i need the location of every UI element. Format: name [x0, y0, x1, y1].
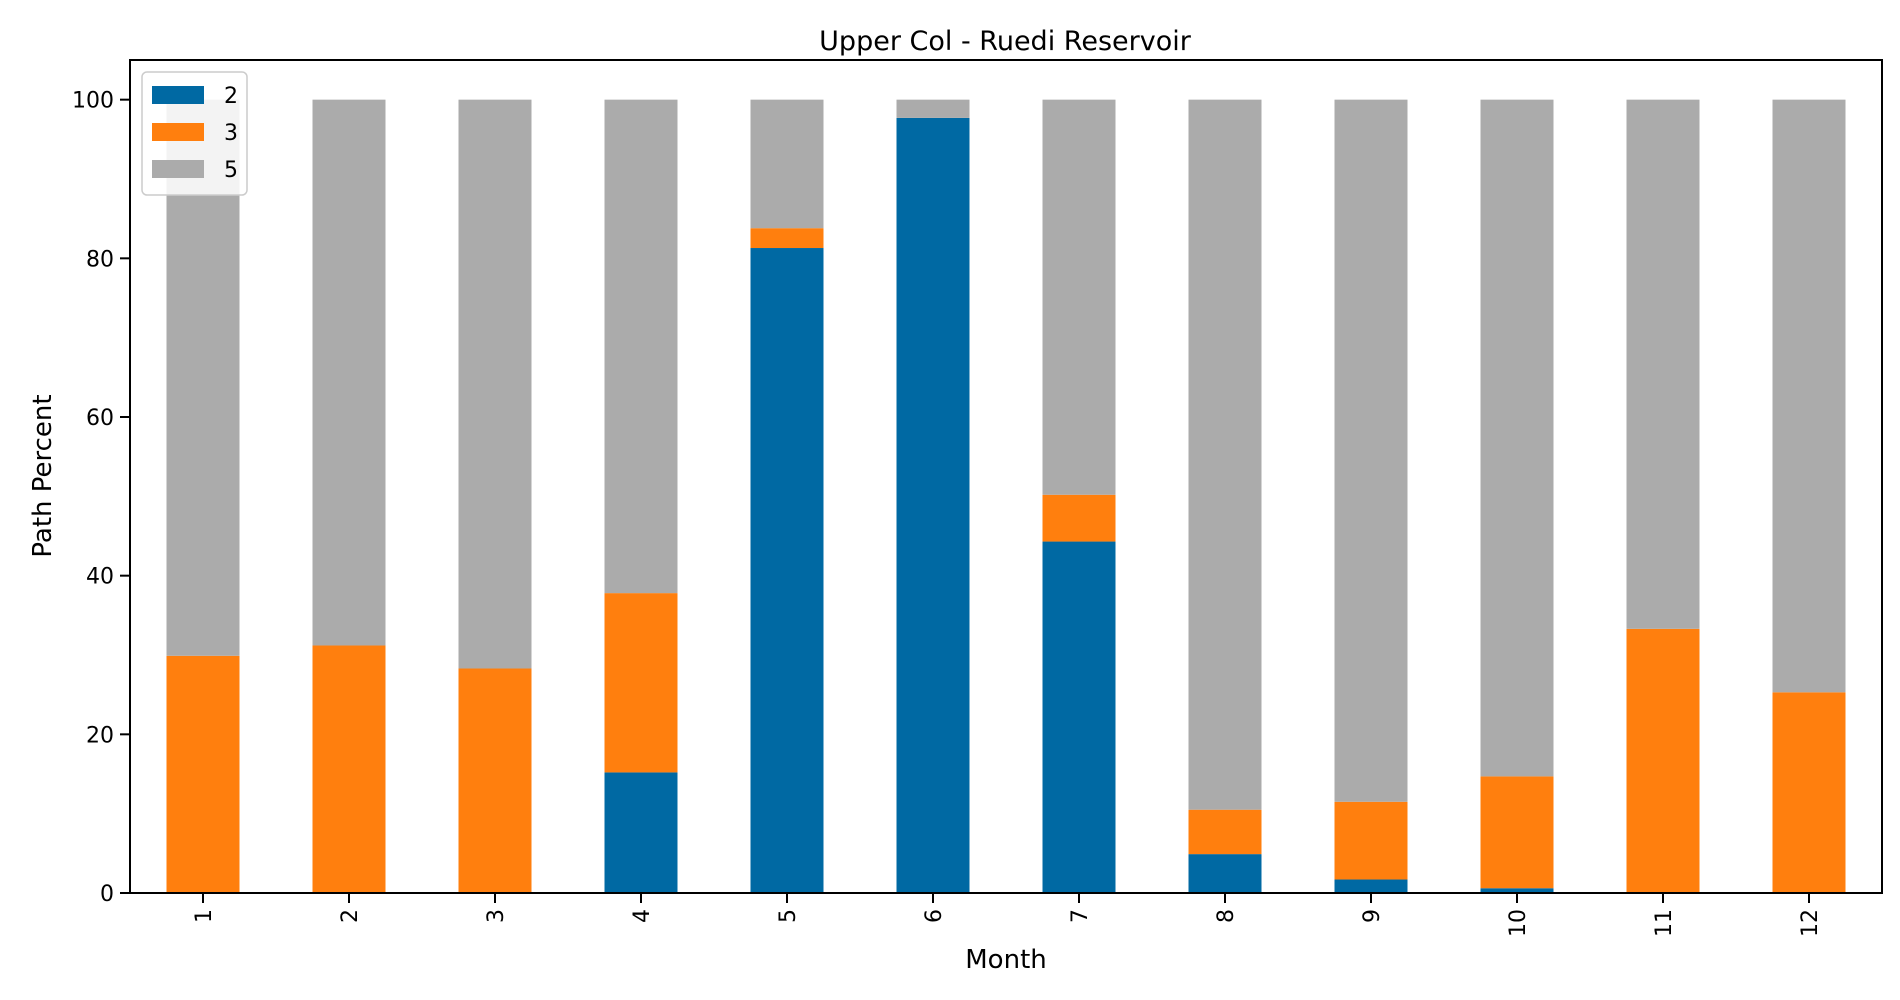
bar-month-2-series-3: [312, 645, 386, 893]
bar-month-9-series-2: [1334, 879, 1408, 893]
bar-month-10-series-2: [1480, 888, 1554, 893]
bar-month-8-series-2: [1188, 854, 1262, 893]
x-tick-label: 2: [338, 909, 363, 923]
y-axis: 0 20 40 60 80 100: [72, 89, 130, 907]
x-axis-label: Month: [965, 945, 1047, 975]
bar-month-5-series-5: [750, 99, 824, 229]
legend-swatch-3: [152, 123, 204, 141]
x-axis: 1 2 3 4 5 6 7 8 9 10 11 12: [192, 893, 1823, 937]
bar-month-9-series-3: [1334, 801, 1408, 880]
bar-month-8-series-3: [1188, 809, 1262, 855]
x-tick-label: 7: [1068, 909, 1093, 923]
x-tick-label: 3: [484, 909, 509, 923]
bar-month-4-series-5: [604, 99, 678, 594]
bars-group: [166, 99, 1846, 893]
chart-title: Upper Col - Ruedi Reservoir: [819, 26, 1192, 57]
bar-month-10-series-3: [1480, 776, 1554, 889]
x-tick-label: 1: [192, 909, 217, 923]
x-tick-label: 10: [1506, 909, 1531, 937]
y-tick-label: 100: [72, 89, 114, 114]
x-tick-label: 12: [1798, 909, 1823, 937]
y-tick-label: 80: [86, 247, 114, 272]
bar-month-4-series-3: [604, 593, 678, 773]
bar-month-5-series-3: [750, 228, 824, 249]
plot-area-frame: [129, 59, 1883, 894]
bar-month-5-series-2: [750, 248, 824, 893]
bar-month-7-series-2: [1042, 541, 1116, 893]
x-tick-label: 4: [630, 909, 655, 923]
bar-month-11-series-3: [1626, 628, 1700, 893]
bar-month-3-series-3: [458, 668, 532, 893]
y-tick-label: 60: [86, 406, 114, 431]
x-tick-label: 8: [1214, 909, 1239, 923]
x-tick-label: 9: [1360, 909, 1385, 923]
bar-month-8-series-5: [1188, 99, 1262, 810]
bar-month-3-series-5: [458, 99, 532, 669]
legend-swatch-5: [152, 160, 204, 178]
legend-label-2: 2: [224, 84, 238, 109]
legend: 2 3 5: [141, 71, 248, 196]
bar-month-6-series-5: [896, 99, 970, 118]
x-tick-label: 11: [1652, 909, 1677, 937]
bar-month-11-series-5: [1626, 99, 1700, 629]
bar-month-1-series-3: [166, 655, 240, 893]
legend-swatch-2: [152, 86, 204, 104]
bar-month-6-series-2: [896, 117, 970, 893]
bar-month-10-series-5: [1480, 99, 1554, 777]
bar-month-7-series-3: [1042, 494, 1116, 542]
bar-month-4-series-2: [604, 772, 678, 893]
bar-month-7-series-5: [1042, 99, 1116, 495]
bar-month-12-series-5: [1772, 99, 1846, 693]
x-tick-label: 6: [922, 909, 947, 923]
y-tick-label: 20: [86, 723, 114, 748]
y-tick-label: 0: [100, 882, 114, 907]
legend-label-5: 5: [224, 158, 238, 183]
bar-month-2-series-5: [312, 99, 386, 646]
x-tick-label: 5: [776, 909, 801, 923]
y-tick-label: 40: [86, 565, 114, 590]
legend-label-3: 3: [224, 121, 238, 146]
bar-month-12-series-3: [1772, 692, 1846, 893]
y-axis-label: Path Percent: [28, 394, 58, 557]
bar-month-9-series-5: [1334, 99, 1408, 802]
